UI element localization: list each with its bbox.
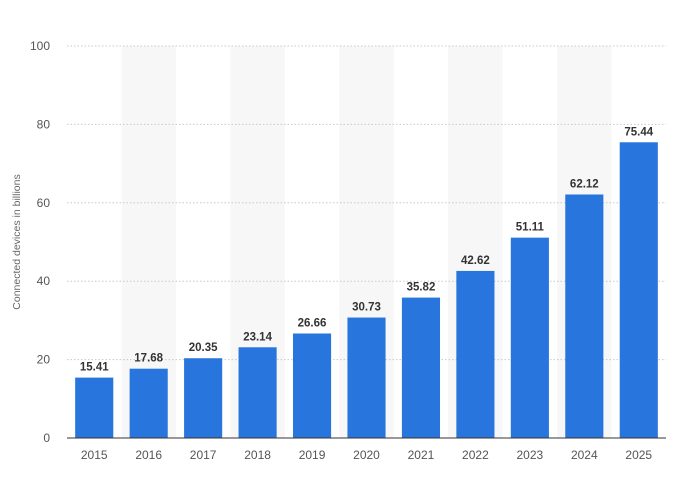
x-tick-label-2017: 2017 [190,448,217,462]
value-label-2019: 26.66 [298,317,327,329]
bar-2017[interactable] [184,358,223,438]
bar-2023[interactable] [510,237,549,438]
value-labels: 15.41 17.68 20.35 23.14 26.66 30.73 35.82 42.62… [80,126,654,373]
bar-2020[interactable] [347,317,386,438]
x-tick-label-2025: 2025 [625,448,652,462]
bar-2016[interactable] [129,368,168,438]
value-label-2016: 17.68 [134,353,163,365]
x-tick-label-2019: 2019 [299,448,326,462]
y-tick-label-20: 20 [37,353,51,367]
y-tick-label-100: 100 [30,39,50,53]
y-tick-label-40: 40 [37,274,51,288]
value-label-2017: 20.35 [189,342,218,354]
value-label-2022: 42.62 [461,255,490,267]
value-label-2020: 30.73 [352,302,381,314]
bar-2021[interactable] [401,297,441,438]
value-label-2018: 23.14 [243,331,272,343]
x-tick-label-2018: 2018 [244,448,271,462]
bar-2024[interactable] [565,194,604,438]
y-tick-label-0: 0 [43,431,50,445]
value-label-2023: 51.11 [516,222,545,234]
value-label-2015: 15.41 [80,362,109,374]
bar-2025[interactable] [619,142,658,438]
value-label-2025: 75.44 [624,126,653,138]
y-axis-tick-labels: 0 20 40 60 80 100 [30,39,50,445]
x-axis-tick-labels: 2015 2016 2017 2018 2019 2020 2021 2022 2023 2024… [81,448,653,462]
x-tick-label-2020: 2020 [353,448,380,462]
bar-2015[interactable] [75,377,114,438]
x-tick-label-2021: 2021 [408,448,435,462]
y-tick-label-60: 60 [37,196,51,210]
x-tick-label-2015: 2015 [81,448,108,462]
value-label-2024: 62.12 [570,178,599,190]
bar-2018[interactable] [238,347,277,438]
y-tick-label-80: 80 [37,117,51,131]
x-tick-label-2023: 2023 [517,448,544,462]
y-axis-title: Connected devices in billions [11,174,23,309]
x-tick-label-2022: 2022 [462,448,489,462]
x-tick-label-2016: 2016 [135,448,162,462]
x-tick-label-2024: 2024 [571,448,598,462]
bar-2019[interactable] [292,333,332,438]
bar-2022[interactable] [456,270,495,438]
value-label-2021: 35.82 [407,282,436,294]
bars [75,142,658,438]
